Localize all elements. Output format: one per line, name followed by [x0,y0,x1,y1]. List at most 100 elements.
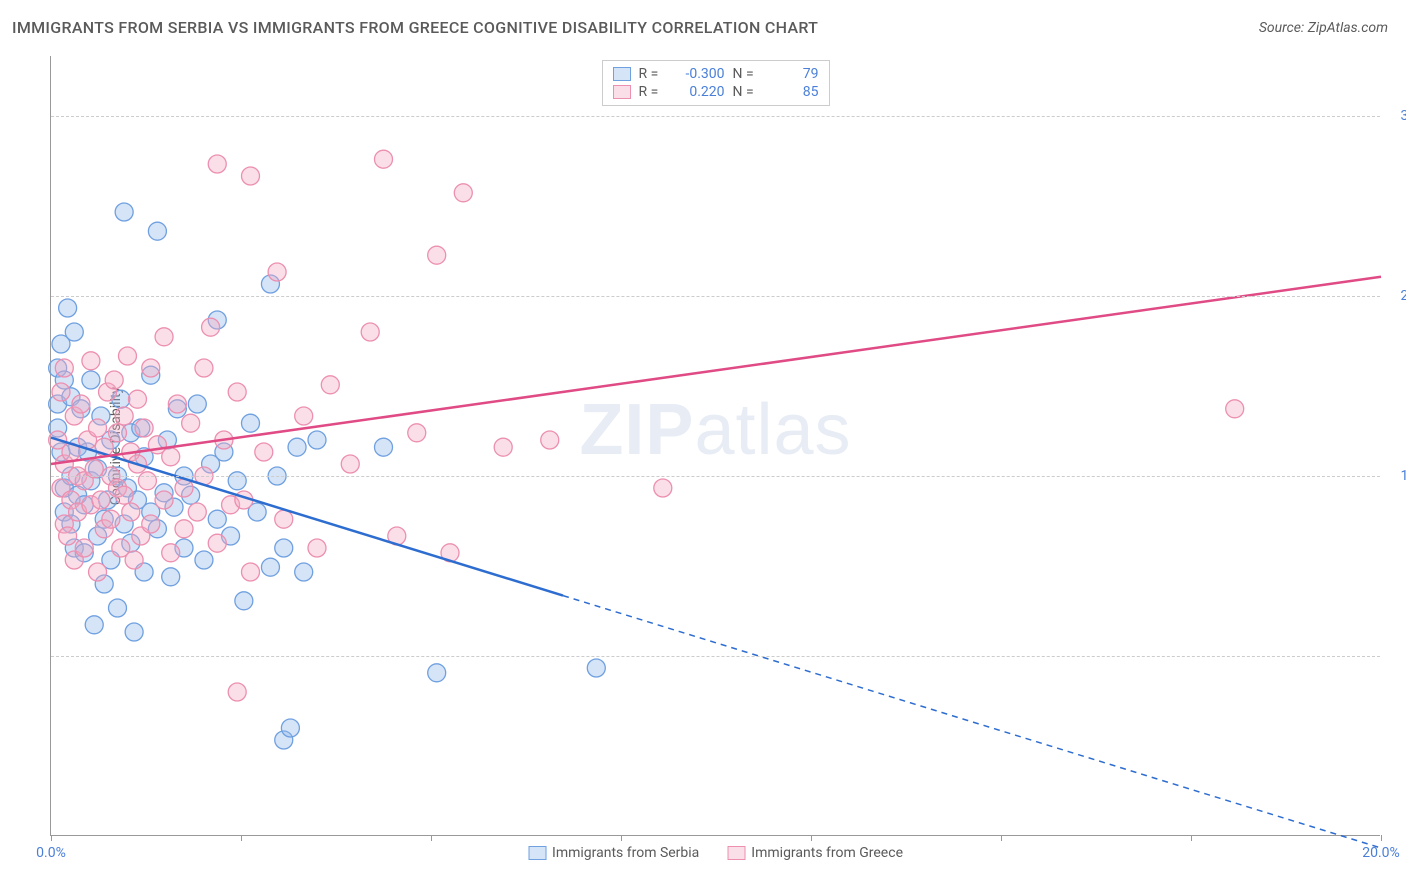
scatter-point-greece [268,263,286,281]
scatter-point-greece [102,510,120,528]
scatter-point-greece [408,424,426,442]
scatter-point-greece [1226,400,1244,418]
scatter-point-greece [92,491,110,509]
scatter-point-serbia [275,539,293,557]
swatch-greece [727,846,745,860]
r-value-serbia: -0.300 [675,66,725,82]
scatter-point-greece [118,347,136,365]
scatter-point-greece [138,472,156,490]
scatter-point-serbia [235,592,253,610]
legend-label-serbia: Immigrants from Serbia [552,845,699,861]
swatch-greece [613,85,631,99]
scatter-point-serbia [375,438,393,456]
r-label: R = [639,66,667,82]
scatter-point-greece [115,407,133,425]
scatter-point-serbia [208,510,226,528]
scatter-point-greece [242,563,260,581]
scatter-point-greece [188,503,206,521]
scatter-point-serbia [85,616,103,634]
scatter-point-greece [494,438,512,456]
scatter-point-greece [89,419,107,437]
scatter-point-greece [308,539,326,557]
xtick [241,835,242,841]
scatter-point-greece [55,359,73,377]
scatter-point-greece [162,544,180,562]
trendline-greece [51,277,1381,464]
n-value-greece: 85 [769,84,819,100]
scatter-point-greece [155,491,173,509]
xtick [431,835,432,841]
scatter-point-greece [228,383,246,401]
scatter-point-greece [105,371,123,389]
xtick-label: 0.0% [36,845,66,861]
xtick [1001,835,1002,841]
scatter-point-greece [195,359,213,377]
scatter-point-serbia [148,222,166,240]
r-label: R = [639,84,667,100]
scatter-point-greece [208,155,226,173]
scatter-point-serbia [109,599,127,617]
scatter-point-greece [228,683,246,701]
n-label: N = [733,66,761,82]
scatter-point-greece [275,510,293,528]
xtick [811,835,812,841]
scatter-point-serbia [188,395,206,413]
scatter-point-serbia [295,563,313,581]
scatter-point-greece [115,486,133,504]
swatch-serbia [528,846,546,860]
scatter-point-greece [208,534,226,552]
scatter-point-serbia [428,664,446,682]
scatter-point-greece [202,318,220,336]
scatter-point-greece [89,563,107,581]
plot-area: Cognitive Disability ZIPatlas R = -0.300… [50,56,1380,836]
chart-svg [51,56,1380,835]
scatter-point-greece [341,455,359,473]
scatter-point-greece [142,359,160,377]
scatter-point-serbia [82,371,100,389]
trendline-serbia-extrapolated [563,596,1381,848]
xtick-label: 20.0% [1362,845,1400,861]
swatch-serbia [613,67,631,81]
n-value-serbia: 79 [769,66,819,82]
scatter-point-greece [295,407,313,425]
scatter-point-serbia [59,299,77,317]
scatter-point-greece [82,352,100,370]
scatter-point-greece [135,419,153,437]
legend-row-greece: R = 0.220 N = 85 [613,83,819,101]
scatter-point-serbia [228,472,246,490]
xtick [1381,835,1382,841]
scatter-point-greece [52,383,70,401]
legend-item-serbia: Immigrants from Serbia [528,845,699,861]
scatter-point-serbia [162,568,180,586]
scatter-point-greece [541,431,559,449]
xtick [1191,835,1192,841]
n-label: N = [733,84,761,100]
scatter-point-serbia [195,551,213,569]
gridline-h [51,296,1380,297]
scatter-point-greece [454,184,472,202]
scatter-point-greece [59,527,77,545]
scatter-point-greece [142,515,160,533]
gridline-h [51,656,1380,657]
scatter-point-greece [109,424,127,442]
scatter-point-serbia [65,323,83,341]
source-label: Source: ZipAtlas.com [1259,20,1388,36]
legend-item-greece: Immigrants from Greece [727,845,903,861]
scatter-point-greece [361,323,379,341]
scatter-point-greece [128,390,146,408]
gridline-h [51,476,1380,477]
scatter-point-greece [428,246,446,264]
scatter-point-greece [122,503,140,521]
scatter-point-greece [125,551,143,569]
scatter-point-greece [182,414,200,432]
xtick [51,835,52,841]
scatter-point-serbia [115,203,133,221]
scatter-point-greece [375,150,393,168]
xtick [621,835,622,841]
scatter-point-greece [72,395,90,413]
scatter-point-greece [155,328,173,346]
scatter-point-serbia [587,659,605,677]
scatter-point-greece [168,395,186,413]
legend-series: Immigrants from Serbia Immigrants from G… [528,845,903,861]
scatter-point-greece [75,539,93,557]
